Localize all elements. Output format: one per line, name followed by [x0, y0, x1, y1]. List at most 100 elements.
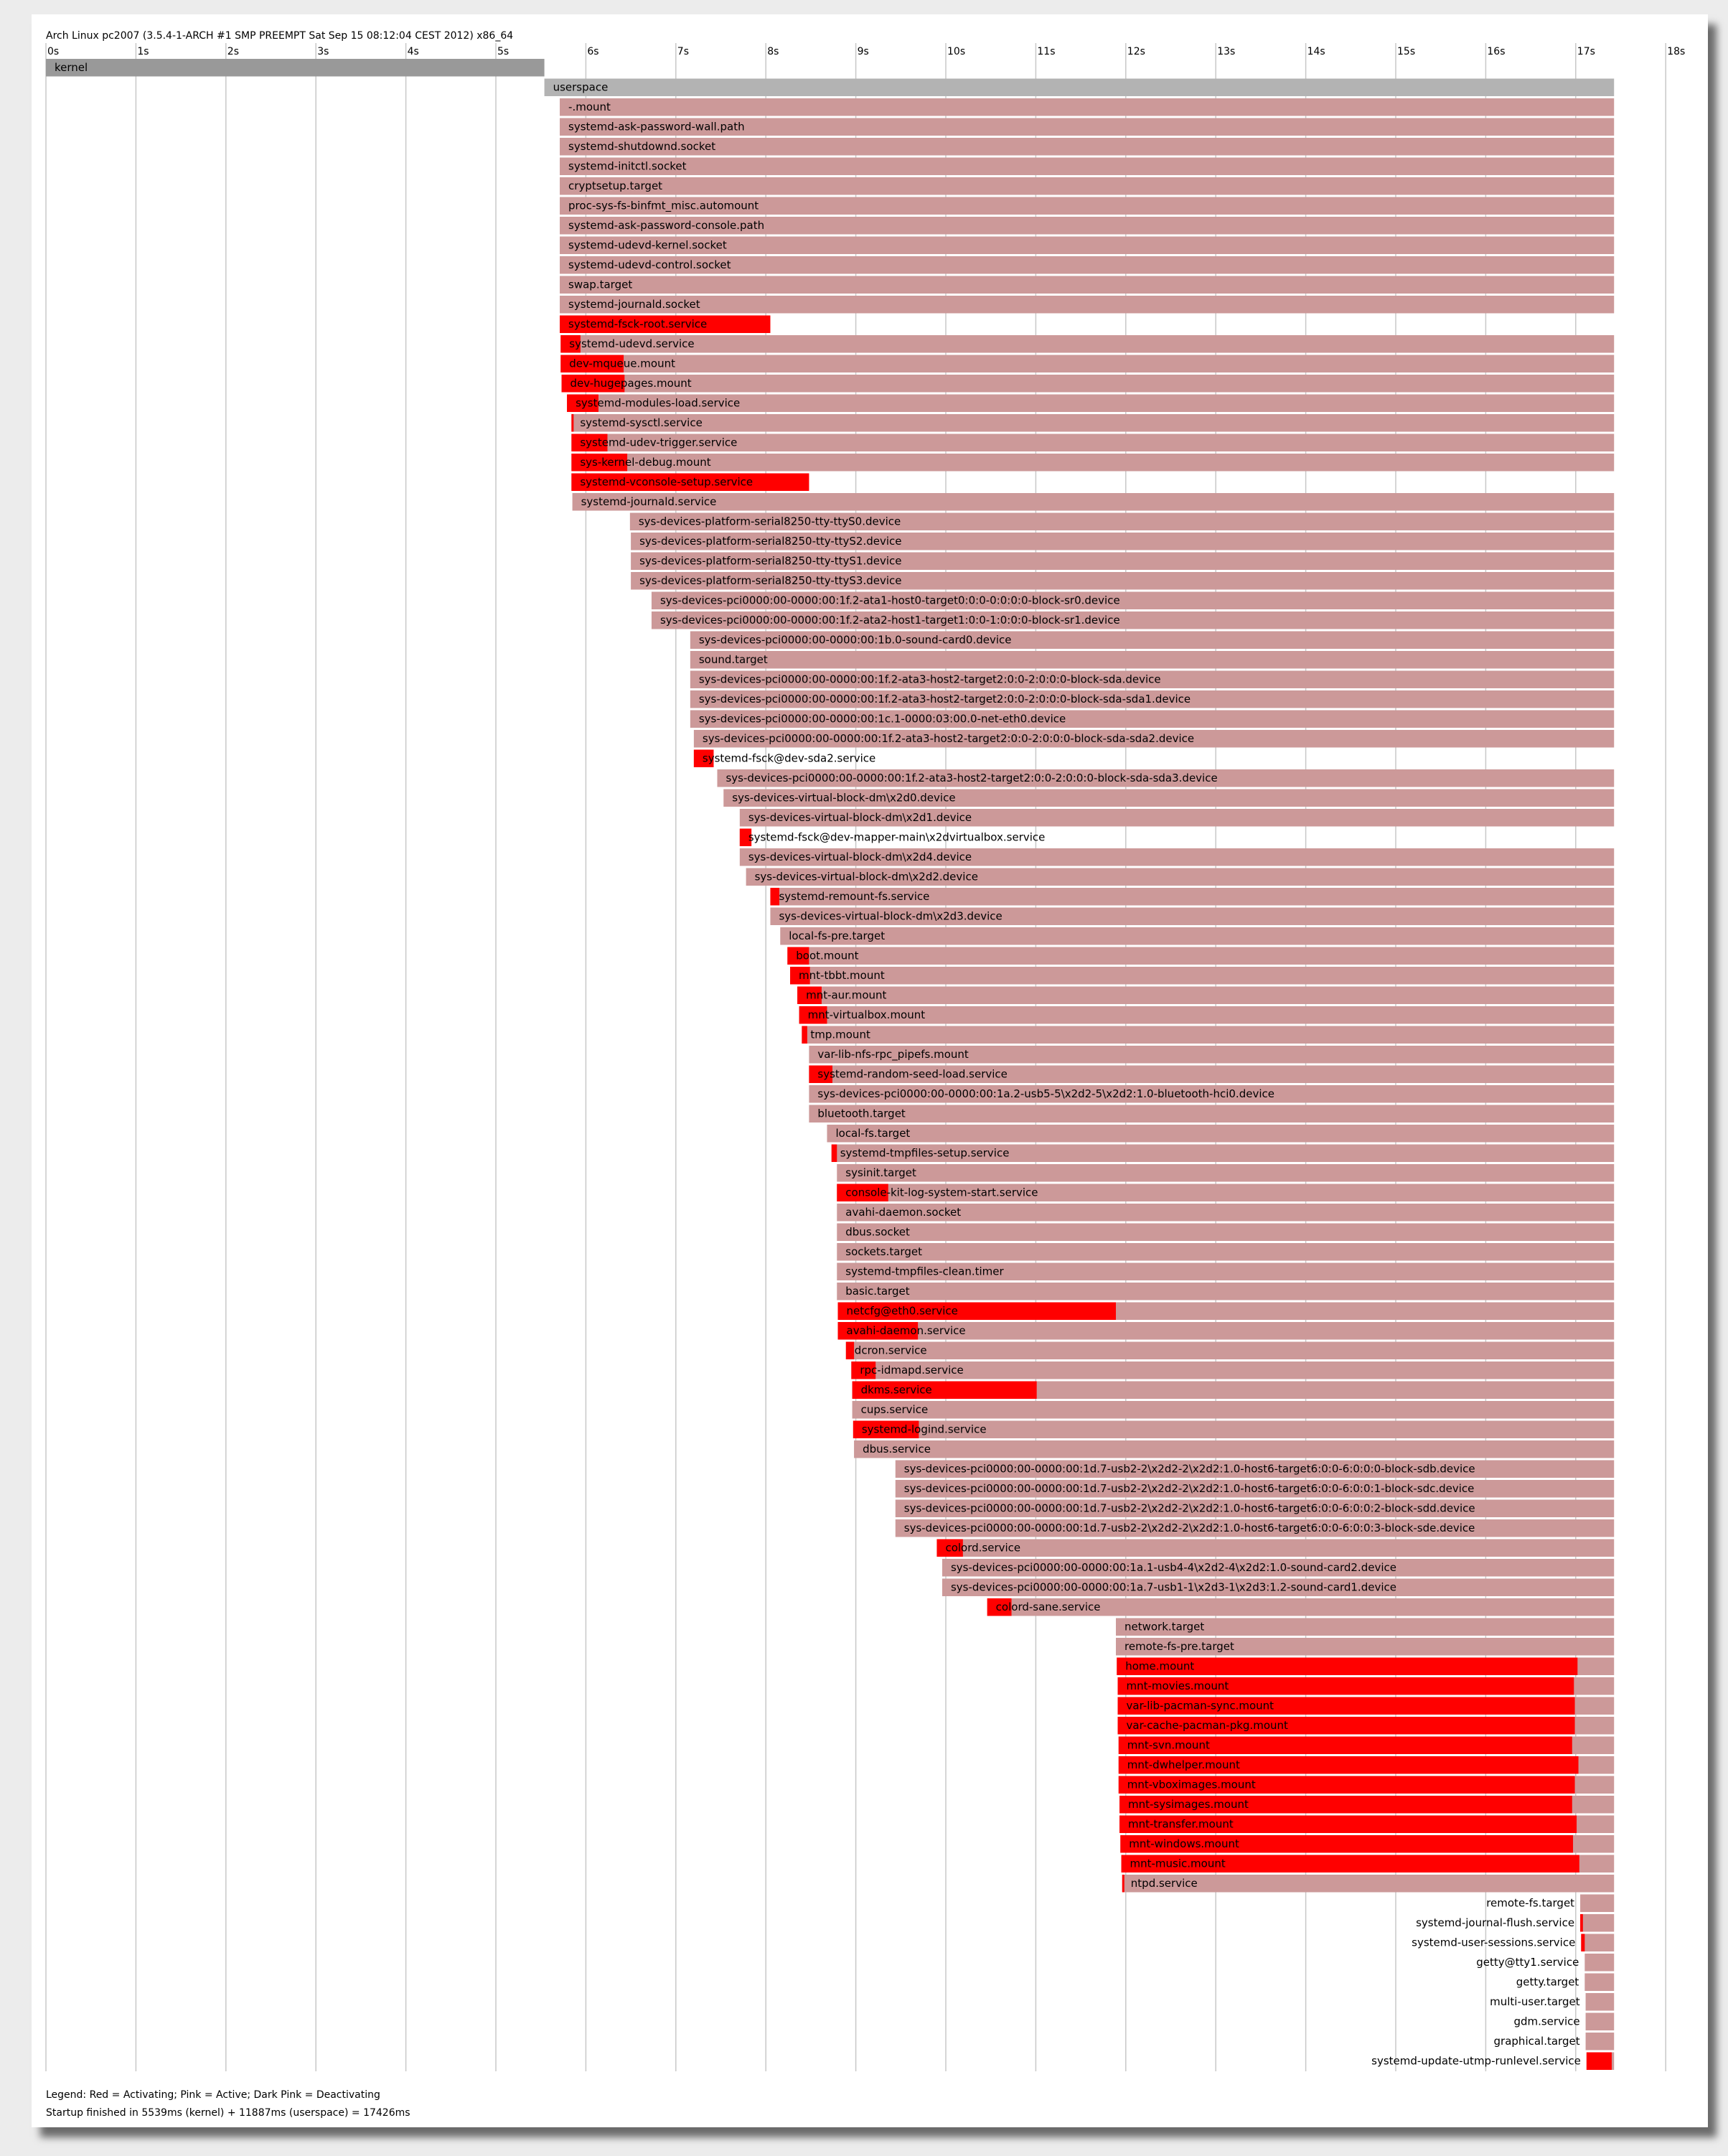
unit-bar-62 [837, 1322, 1615, 1340]
tick-label-7: 7s [677, 46, 689, 57]
unit-label-82: var-cache-pacman-pkg.mount [1127, 1719, 1289, 1732]
unit-label-77: network.target [1124, 1621, 1204, 1634]
unit-label-68: dbus.service [863, 1443, 931, 1456]
unit-label-65: dkms.service [861, 1384, 932, 1397]
unit-label-45: mnt-aur.mount [806, 989, 886, 1002]
unit-label-22: sys-devices-platform-serial8250-tty-ttyS… [639, 535, 901, 548]
unit-bar-23 [631, 552, 1615, 570]
unit-label-74: sys-devices-pci0000:00-0000:00:1a.1-usb4… [951, 1561, 1396, 1574]
tick-label-8: 8s [767, 46, 779, 57]
unit-label-78: remote-fs-pre.target [1124, 1640, 1234, 1653]
bootchart-svg: Arch Linux pc2007 (3.5.4-1-ARCH #1 SMP P… [45, 30, 1685, 2119]
tick-label-11: 11s [1037, 46, 1055, 57]
unit-label-41: sys-devices-virtual-block-dm\x2d3.device [779, 910, 1002, 923]
unit-bar-78 [1116, 1638, 1615, 1656]
unit-activating-65 [852, 1381, 1037, 1399]
unit-label-59: systemd-tmpfiles-clean.timer [845, 1265, 1004, 1278]
unit-bar-18 [571, 454, 1615, 472]
unit-label-62: avahi-daemon.service [847, 1324, 966, 1337]
unit-label-10: systemd-journald.socket [568, 298, 700, 311]
unit-bar-77 [1116, 1618, 1615, 1636]
unit-bar-4 [560, 177, 1615, 195]
unit-label-44: mnt-tbbt.mount [799, 969, 885, 982]
tick-label-12: 12s [1127, 46, 1145, 57]
unit-activating-62 [837, 1322, 919, 1340]
unit-bar-1 [560, 118, 1615, 136]
unit-activating-73 [936, 1539, 963, 1557]
unit-activating-80 [1117, 1677, 1574, 1695]
unit-label-73: colord.service [945, 1542, 1020, 1555]
unit-bar-41 [770, 907, 1615, 925]
kernel-label: kernel [55, 61, 88, 74]
unit-label-12: systemd-udevd.service [569, 337, 694, 350]
unit-bar-0 [560, 98, 1615, 116]
unit-activating-49 [809, 1065, 832, 1083]
unit-activating-12 [560, 335, 581, 353]
tick-label-10: 10s [947, 46, 965, 57]
unit-label-39: sys-devices-virtual-block-dm\x2d2.device [755, 871, 978, 884]
unit-label-57: dbus.socket [845, 1226, 910, 1239]
unit-label-61: netcfg@eth0.service [847, 1305, 958, 1318]
unit-activating-19 [571, 473, 809, 491]
unit-bar-47 [802, 1026, 1615, 1044]
unit-label-69: sys-devices-pci0000:00-0000:00:1d.7-usb2… [904, 1463, 1475, 1476]
unit-activating-15 [567, 394, 598, 412]
unit-bar-76 [987, 1598, 1615, 1616]
tick-label-17: 17s [1577, 46, 1595, 57]
unit-label-96: multi-user.target [1490, 1995, 1580, 2008]
unit-bar-63 [845, 1341, 1615, 1359]
unit-label-90: ntpd.service [1131, 1877, 1198, 1890]
tick-label-0: 0s [47, 46, 59, 57]
unit-label-47: tmp.mount [810, 1028, 870, 1041]
unit-label-66: cups.service [861, 1403, 929, 1416]
unit-label-94: getty@tty1.service [1476, 1956, 1579, 1969]
unit-bar-14 [561, 375, 1615, 393]
unit-bar-10 [560, 296, 1615, 314]
unit-activating-99 [1586, 2052, 1612, 2070]
unit-bar-34 [717, 769, 1615, 787]
unit-bar-6 [560, 217, 1615, 235]
unit-activating-47 [802, 1026, 807, 1044]
chart-header: Arch Linux pc2007 (3.5.4-1-ARCH #1 SMP P… [46, 30, 513, 42]
unit-activating-13 [560, 355, 624, 372]
unit-bar-73 [936, 1539, 1615, 1557]
unit-label-30: sys-devices-pci0000:00-0000:00:1f.2-ata3… [699, 693, 1191, 706]
unit-label-33: systemd-fsck@dev-sda2.service [703, 752, 875, 765]
unit-activating-79 [1117, 1657, 1578, 1675]
unit-label-36: sys-devices-virtual-block-dm\x2d1.device [748, 811, 972, 824]
unit-activating-90 [1122, 1875, 1124, 1893]
unit-label-31: sys-devices-pci0000:00-0000:00:1c.1-0000… [699, 713, 1066, 726]
unit-label-79: home.mount [1125, 1660, 1194, 1673]
unit-bar-52 [827, 1125, 1615, 1143]
unit-label-85: mnt-vboximages.mount [1127, 1778, 1256, 1791]
unit-activating-82 [1117, 1717, 1575, 1735]
unit-label-27: sys-devices-pci0000:00-0000:00:1b.0-soun… [699, 634, 1012, 647]
unit-label-4: cryptsetup.target [568, 179, 662, 192]
unit-bar-59 [837, 1262, 1615, 1280]
unit-bar-42 [780, 927, 1615, 945]
unit-label-17: systemd-udev-trigger.service [580, 436, 737, 449]
tick-label-3: 3s [317, 46, 329, 57]
unit-bar-32 [693, 730, 1615, 748]
unit-label-93: systemd-user-sessions.service [1412, 1936, 1575, 1949]
unit-label-72: sys-devices-pci0000:00-0000:00:1d.7-usb2… [904, 1522, 1475, 1534]
unit-bar-24 [631, 572, 1615, 590]
unit-activating-16 [571, 414, 574, 432]
unit-activating-81 [1117, 1697, 1575, 1715]
unit-activating-61 [837, 1302, 1117, 1320]
unit-label-5: proc-sys-fs-binfmt_misc.automount [568, 200, 759, 213]
unit-bar-17 [571, 433, 1615, 451]
unit-label-99: systemd-update-utmp-runlevel.service [1371, 2055, 1581, 2068]
unit-bar-72 [895, 1519, 1615, 1537]
unit-bar-44 [790, 967, 1615, 985]
unit-label-51: bluetooth.target [817, 1107, 906, 1120]
unit-label-40: systemd-remount-fs.service [779, 890, 929, 903]
unit-label-3: systemd-initctl.socket [568, 160, 687, 173]
unit-activating-67 [853, 1420, 919, 1438]
unit-bars: kernel userspace -.mount systemd-ask-passwo… [46, 59, 1615, 2070]
unit-label-15: systemd-modules-load.service [576, 397, 740, 410]
unit-label-32: sys-devices-pci0000:00-0000:00:1f.2-ata3… [703, 732, 1194, 745]
unit-label-70: sys-devices-pci0000:00-0000:00:1d.7-usb2… [904, 1482, 1475, 1495]
unit-label-91: remote-fs.target [1486, 1897, 1574, 1910]
unit-bar-38 [739, 848, 1615, 866]
